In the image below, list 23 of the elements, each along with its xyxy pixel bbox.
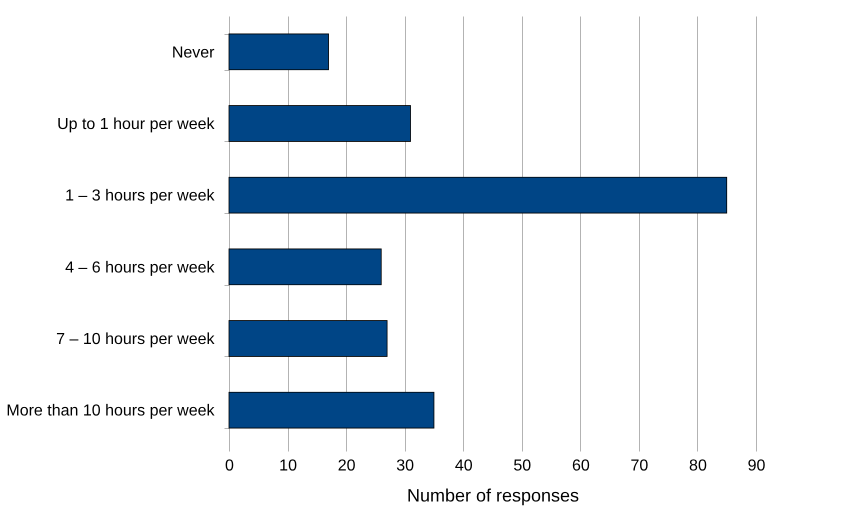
y-tick-label: 1 – 3 hours per week xyxy=(65,188,216,205)
bar xyxy=(228,34,329,70)
y-tick-label: 4 – 6 hours per week xyxy=(65,259,216,276)
x-tick-label: 60 xyxy=(572,458,590,474)
x-tick-label: 10 xyxy=(279,458,298,474)
bar xyxy=(228,392,434,428)
x-tick-label: 90 xyxy=(748,458,766,474)
bar xyxy=(228,248,382,286)
x-tick-label: 80 xyxy=(689,458,707,474)
x-tick-label: 20 xyxy=(338,458,356,474)
bar xyxy=(228,176,728,214)
x-tick-label: 40 xyxy=(454,458,473,474)
x-tick-label: 70 xyxy=(630,458,648,474)
y-tick-label: More than 10 hours per week xyxy=(6,402,216,420)
bar xyxy=(228,105,411,142)
x-tick-label: 30 xyxy=(396,458,414,474)
x-tick-label: 0 xyxy=(225,458,234,474)
y-tick-label: 7 – 10 hours per week xyxy=(56,331,216,348)
y-tick-label: Never xyxy=(172,44,216,62)
x-tick-label: 50 xyxy=(513,458,532,474)
x-axis-title: Number of responses xyxy=(406,486,580,506)
bar xyxy=(228,320,388,357)
y-tick-label: Up to 1 hour per week xyxy=(57,116,216,133)
